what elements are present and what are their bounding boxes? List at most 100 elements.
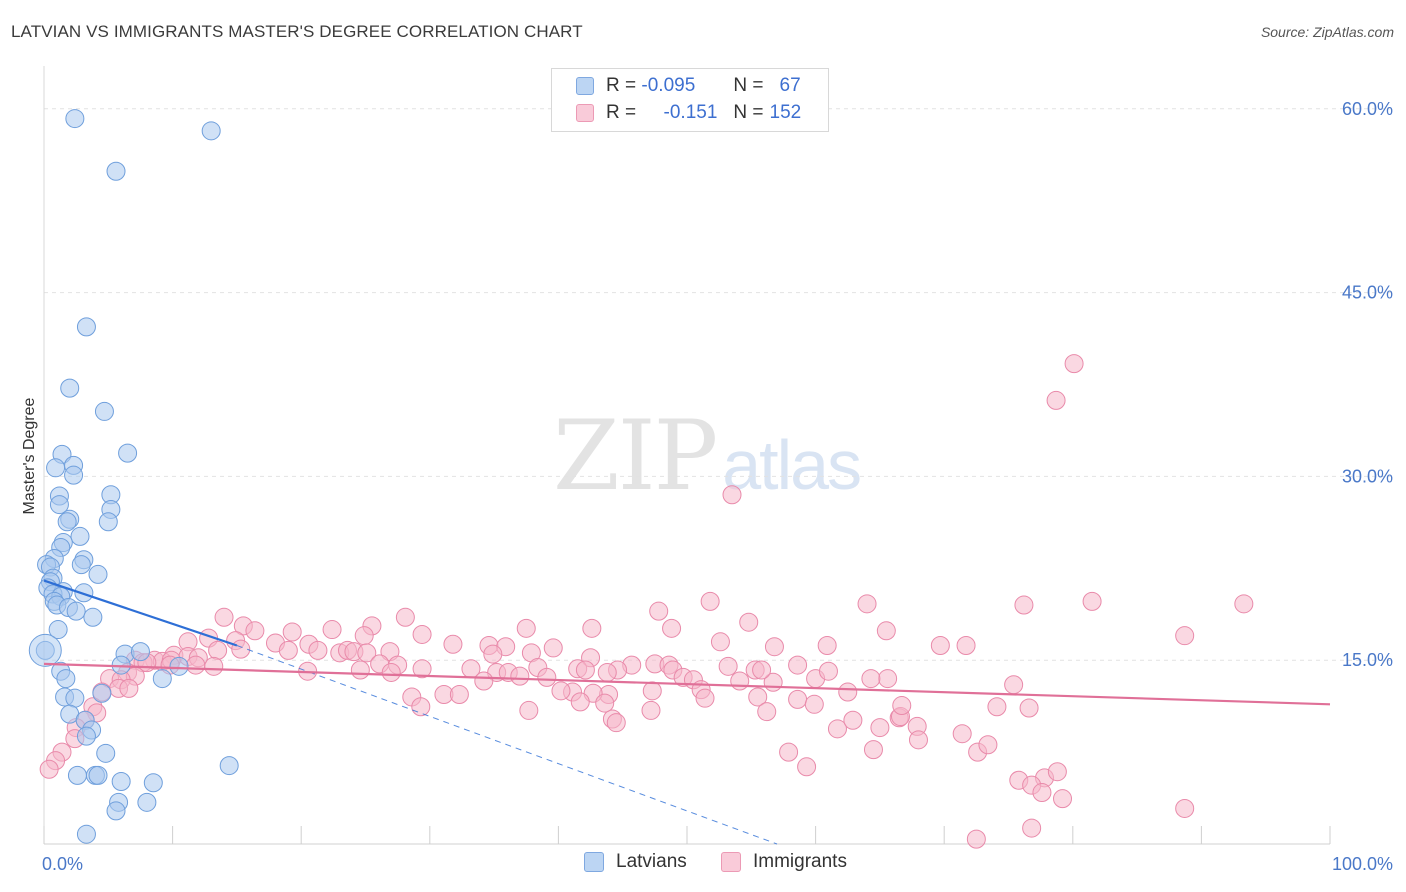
latvians-point [106, 161, 126, 181]
immigrants-point [381, 662, 401, 682]
legend-swatch-immigrants [721, 852, 741, 872]
immigrants-point [788, 655, 808, 675]
immigrants-point [208, 640, 228, 660]
immigrants-point [752, 660, 772, 680]
y-tick-label: 15.0% [1342, 650, 1393, 670]
legend-n-label: N = [733, 75, 764, 96]
immigrants-point [597, 662, 617, 682]
latvians-point [76, 317, 96, 337]
stats-legend: R = -0.095 N = 67 R = -0.151 N = 152 [551, 68, 829, 132]
latvians-point [137, 792, 157, 812]
latvians-points [28, 109, 239, 844]
immigrants-point [641, 700, 661, 720]
latvians-point [106, 801, 126, 821]
legend-n-value: 67 [779, 75, 801, 96]
y-tick-label: 30.0% [1342, 466, 1393, 486]
immigrants-point [1019, 698, 1039, 718]
latvians-point [74, 583, 94, 603]
latvians-point [152, 669, 172, 689]
latvians-point [76, 726, 96, 746]
immigrants-point [39, 759, 59, 779]
immigrants-point [575, 660, 595, 680]
latvians-trend-line [43, 579, 238, 647]
watermark-atlas: atlas [722, 426, 862, 504]
legend-label-immigrants: Immigrants [753, 851, 847, 872]
immigrants-point [1032, 783, 1052, 803]
legend-n-label: N = [733, 102, 764, 123]
watermark-zip: ZIP [553, 400, 718, 512]
latvians-point [70, 526, 90, 546]
y-axis-title: Master's Degree [21, 397, 38, 514]
immigrants-point [119, 678, 139, 698]
immigrants-point [978, 735, 998, 755]
immigrants-point [214, 607, 234, 627]
latvians-point [66, 601, 86, 621]
immigrants-point [779, 742, 799, 762]
latvians-point [67, 765, 87, 785]
latvians-point-large [28, 633, 62, 667]
immigrants-point [908, 730, 928, 750]
immigrants-point [818, 661, 838, 681]
immigrants-point [710, 632, 730, 652]
immigrants-point [892, 696, 912, 716]
immigrants-point [537, 667, 557, 687]
latvians-point [65, 109, 85, 129]
legend-label-latvians: Latvians [616, 851, 687, 872]
axis-labels: 15.0% 30.0% 45.0% 60.0% 0.0% 100.0% Master's D… [21, 99, 1393, 874]
latvians-point [57, 512, 77, 532]
immigrants-point [1082, 591, 1102, 611]
immigrants-point [204, 656, 224, 676]
immigrants-point [700, 591, 720, 611]
immigrants-point [395, 607, 415, 627]
latvians-point [92, 683, 112, 703]
immigrants-point [1004, 675, 1024, 695]
immigrants-point [1234, 594, 1254, 614]
immigrants-point [966, 829, 986, 849]
source-credit: Source: ZipAtlas.com [1260, 24, 1394, 40]
legend-swatch-immigrants [576, 104, 594, 122]
immigrants-point [870, 718, 890, 738]
latvians-point [83, 607, 103, 627]
immigrants-point [570, 692, 590, 712]
latvians-point [94, 401, 114, 421]
grid-lines [44, 108, 1392, 661]
immigrants-point [797, 757, 817, 777]
legend-r-label: R = [606, 102, 637, 123]
immigrants-point [1064, 354, 1084, 374]
immigrants-point [861, 669, 881, 689]
immigrants-point [412, 659, 432, 679]
immigrants-point [282, 622, 302, 642]
x-tick-label: 100.0% [1332, 854, 1393, 874]
immigrants-point [186, 655, 206, 675]
immigrants-point [1175, 798, 1195, 818]
immigrants-point [551, 681, 571, 701]
latvians-trend-extrapolated [236, 645, 778, 845]
immigrants-point [1047, 762, 1067, 782]
immigrants-point [878, 669, 898, 689]
legend-swatch-latvians [584, 852, 604, 872]
latvians-point [130, 642, 150, 662]
immigrants-point [543, 638, 563, 658]
immigrants-point [739, 612, 759, 632]
immigrants-point [642, 681, 662, 701]
immigrants-point [843, 710, 863, 730]
immigrants-point [952, 724, 972, 744]
latvians-point [60, 378, 80, 398]
chart-title: LATVIAN VS IMMIGRANTS MASTER'S DEGREE CO… [11, 22, 583, 41]
latvians-point [219, 756, 239, 776]
latvians-point [118, 443, 138, 463]
immigrants-point [606, 713, 626, 733]
immigrants-point [350, 660, 370, 680]
immigrants-point [354, 626, 374, 646]
immigrants-point [788, 689, 808, 709]
legend-r-value: -0.095 [641, 75, 696, 96]
immigrants-point [987, 697, 1007, 717]
legend-item-immigrants[interactable]: Immigrants [721, 851, 847, 873]
immigrants-point [662, 618, 682, 638]
legend-item-latvians[interactable]: Latvians [584, 851, 687, 873]
latvians-point [88, 765, 108, 785]
latvians-point [201, 121, 221, 141]
axes [43, 66, 1331, 845]
immigrants-point [278, 640, 298, 660]
